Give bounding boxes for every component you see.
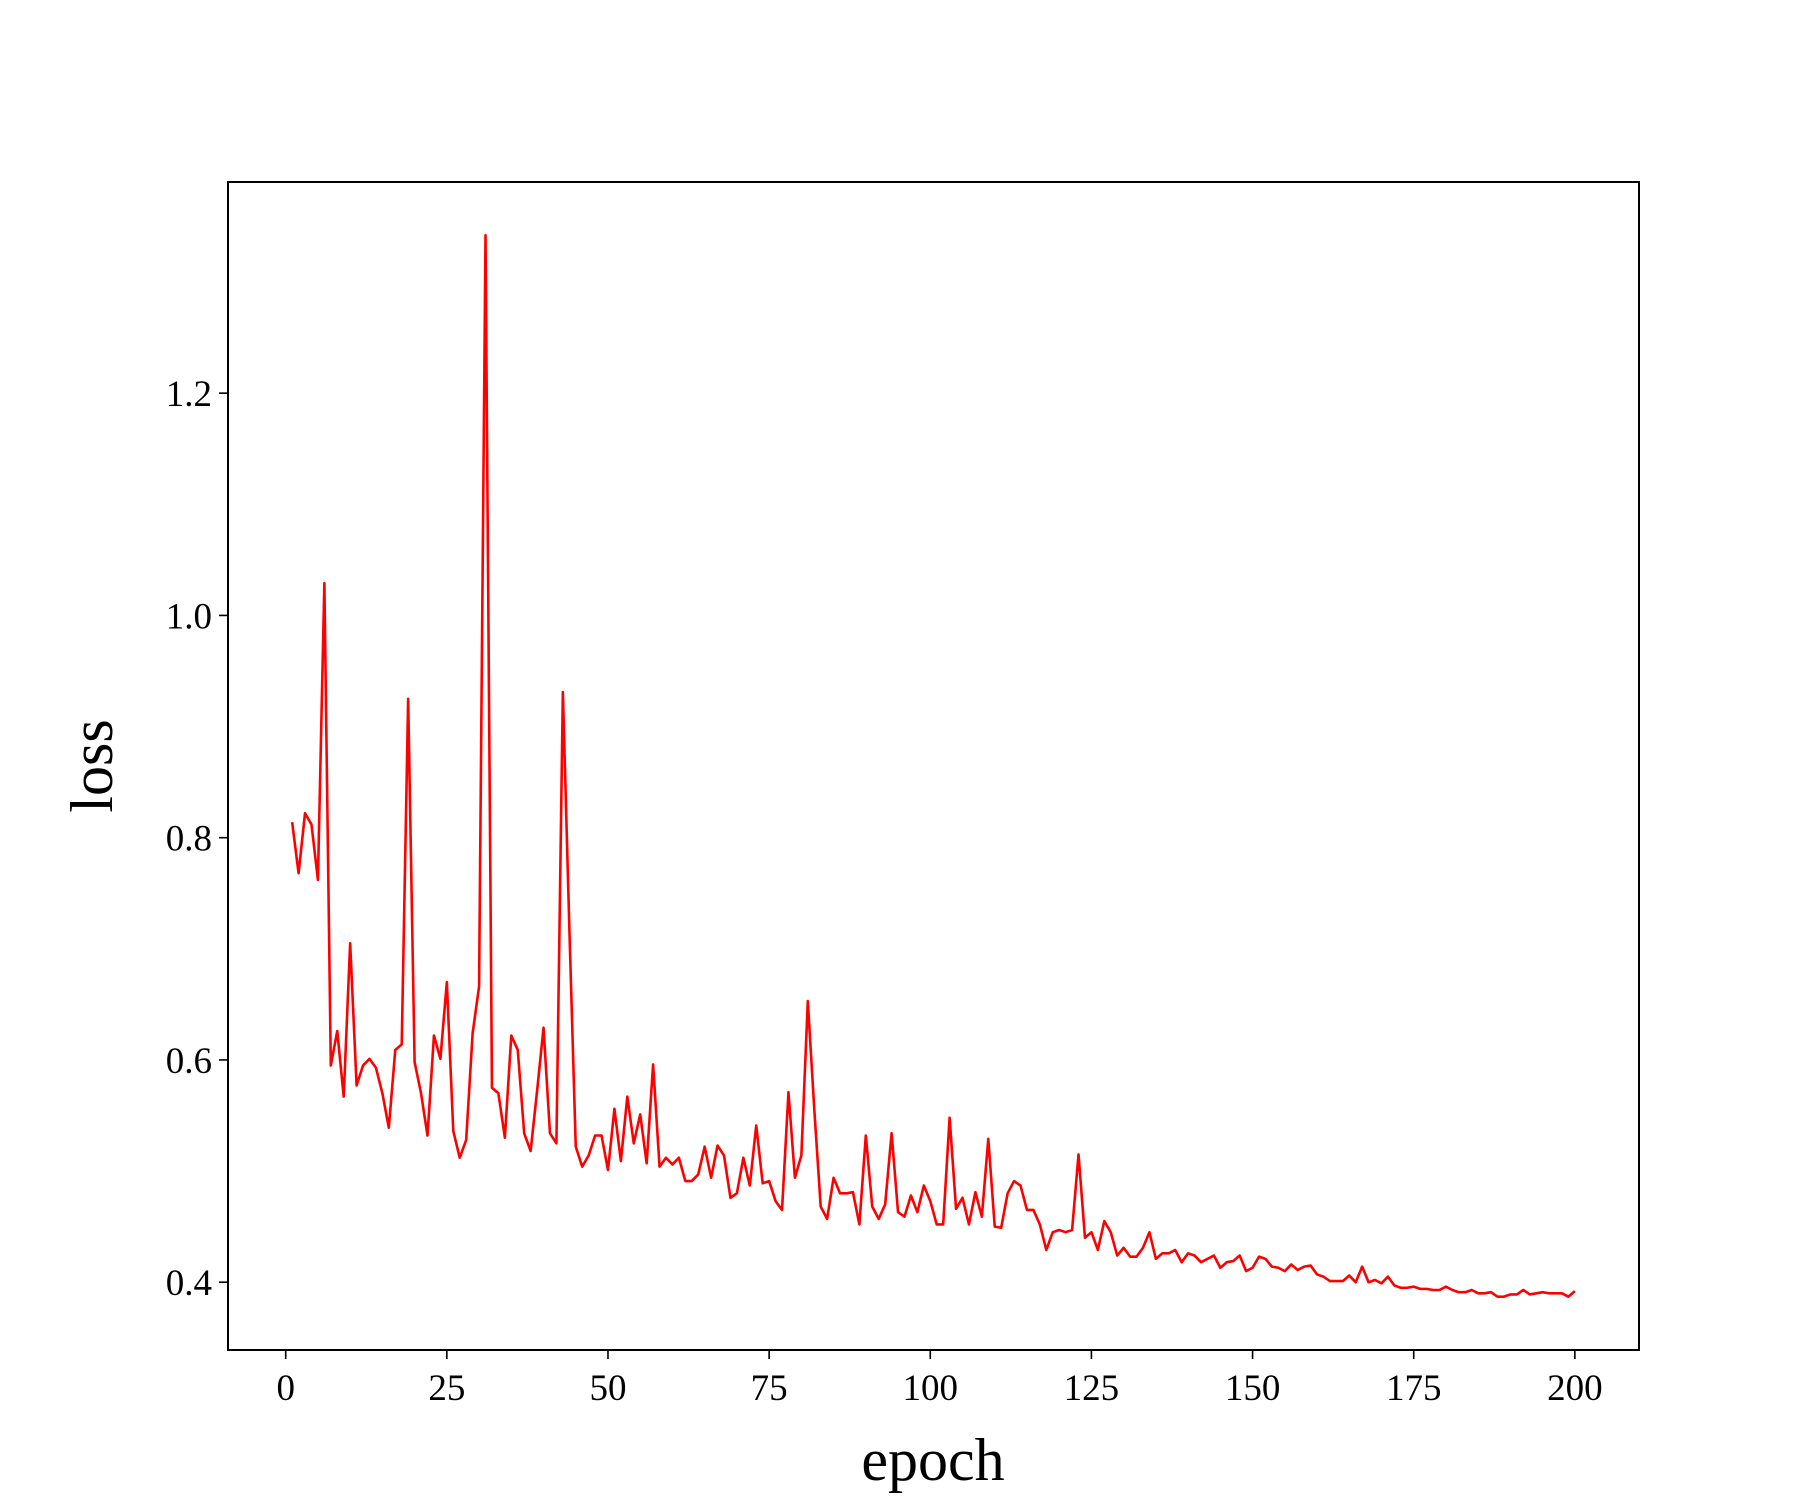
y-axis-label: loss <box>59 719 125 812</box>
x-tick-label: 150 <box>1225 1368 1281 1409</box>
x-tick-label: 50 <box>589 1368 626 1409</box>
x-tick-label: 25 <box>428 1368 465 1409</box>
plot-frame <box>227 181 1640 1351</box>
y-tick-label: 0.6 <box>166 1041 212 1082</box>
x-axis-label: epoch <box>861 1427 1004 1493</box>
y-tick-label: 1.2 <box>166 374 212 415</box>
x-tick-label: 200 <box>1547 1368 1603 1409</box>
y-tick-label: 0.4 <box>166 1263 212 1304</box>
x-tick-label: 100 <box>903 1368 959 1409</box>
y-tick-label: 0.8 <box>166 819 212 860</box>
x-tick-label: 125 <box>1064 1368 1120 1409</box>
loss-line <box>290 234 1576 1298</box>
y-tick-label: 1.0 <box>166 596 212 637</box>
x-tick-label: 0 <box>276 1368 295 1409</box>
x-tick-label: 175 <box>1386 1368 1442 1409</box>
x-tick-label: 75 <box>751 1368 788 1409</box>
